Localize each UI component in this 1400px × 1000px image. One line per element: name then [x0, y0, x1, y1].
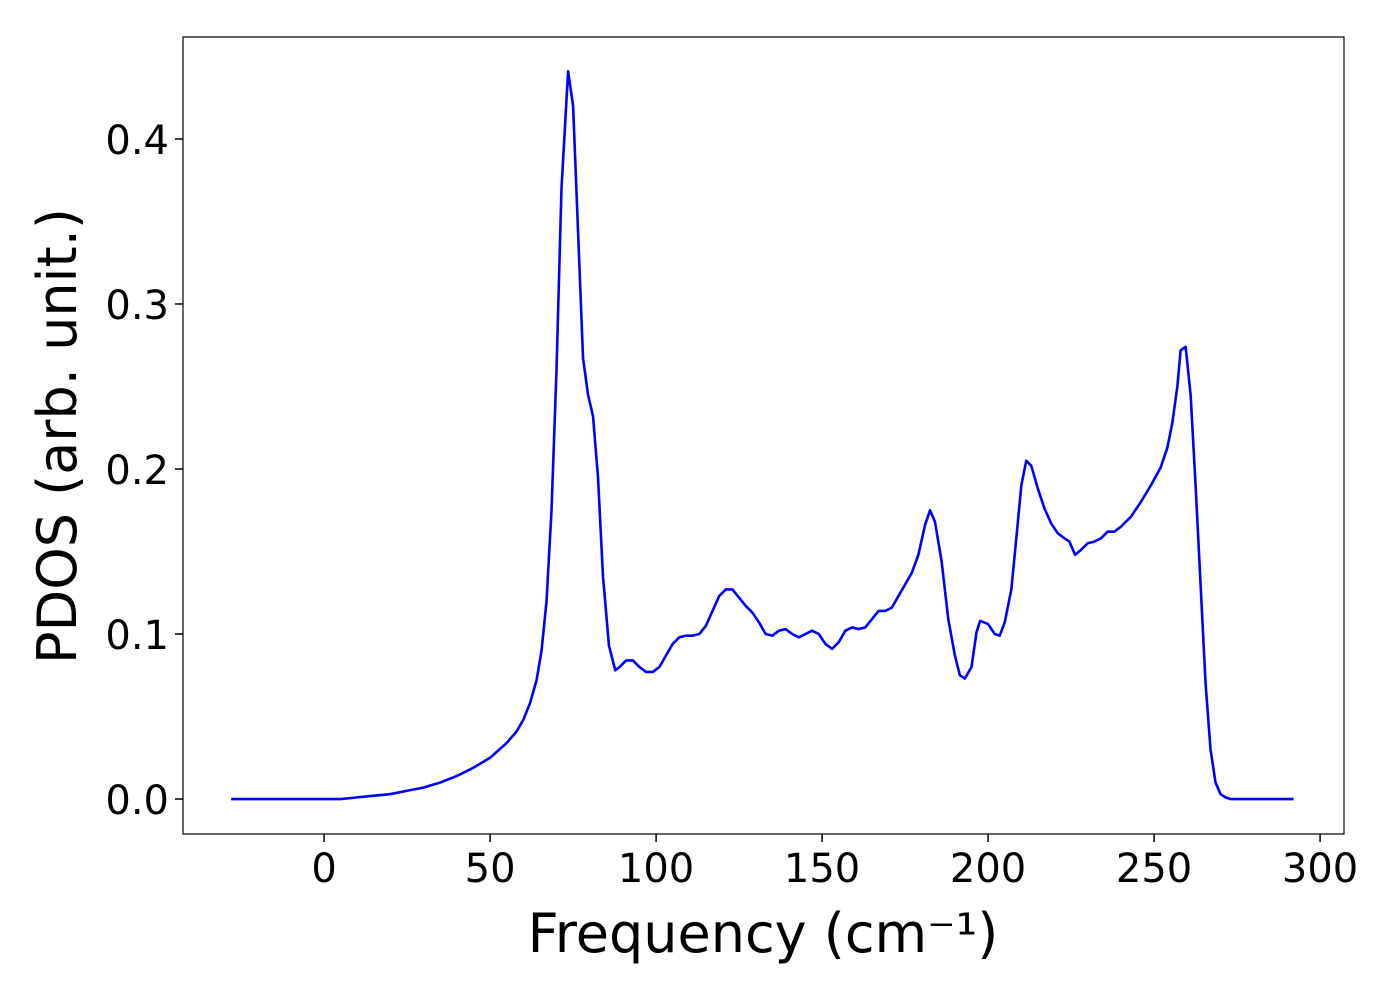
x-tick-label: 200 — [950, 846, 1026, 892]
data-line — [231, 70, 1294, 801]
plot-frame — [182, 36, 1345, 835]
x-tick-label: 0 — [311, 846, 336, 892]
x-tick-label: 300 — [1282, 846, 1358, 892]
y-tick-label: 0.1 — [105, 613, 169, 659]
y-tick-label: 0.3 — [105, 283, 169, 329]
x-tick-label: 50 — [465, 846, 516, 892]
y-tick-label: 0.2 — [105, 448, 169, 494]
y-tick-label: 0.0 — [105, 778, 169, 824]
x-tick-label: 150 — [784, 846, 860, 892]
x-axis-label: Frequency (cm⁻¹) — [528, 902, 999, 965]
x-tick-label: 100 — [618, 846, 694, 892]
x-tick-label: 250 — [1116, 846, 1192, 892]
y-tick-label: 0.4 — [105, 118, 169, 164]
y-axis-label: PDOS (arb. unit.) — [26, 208, 89, 664]
